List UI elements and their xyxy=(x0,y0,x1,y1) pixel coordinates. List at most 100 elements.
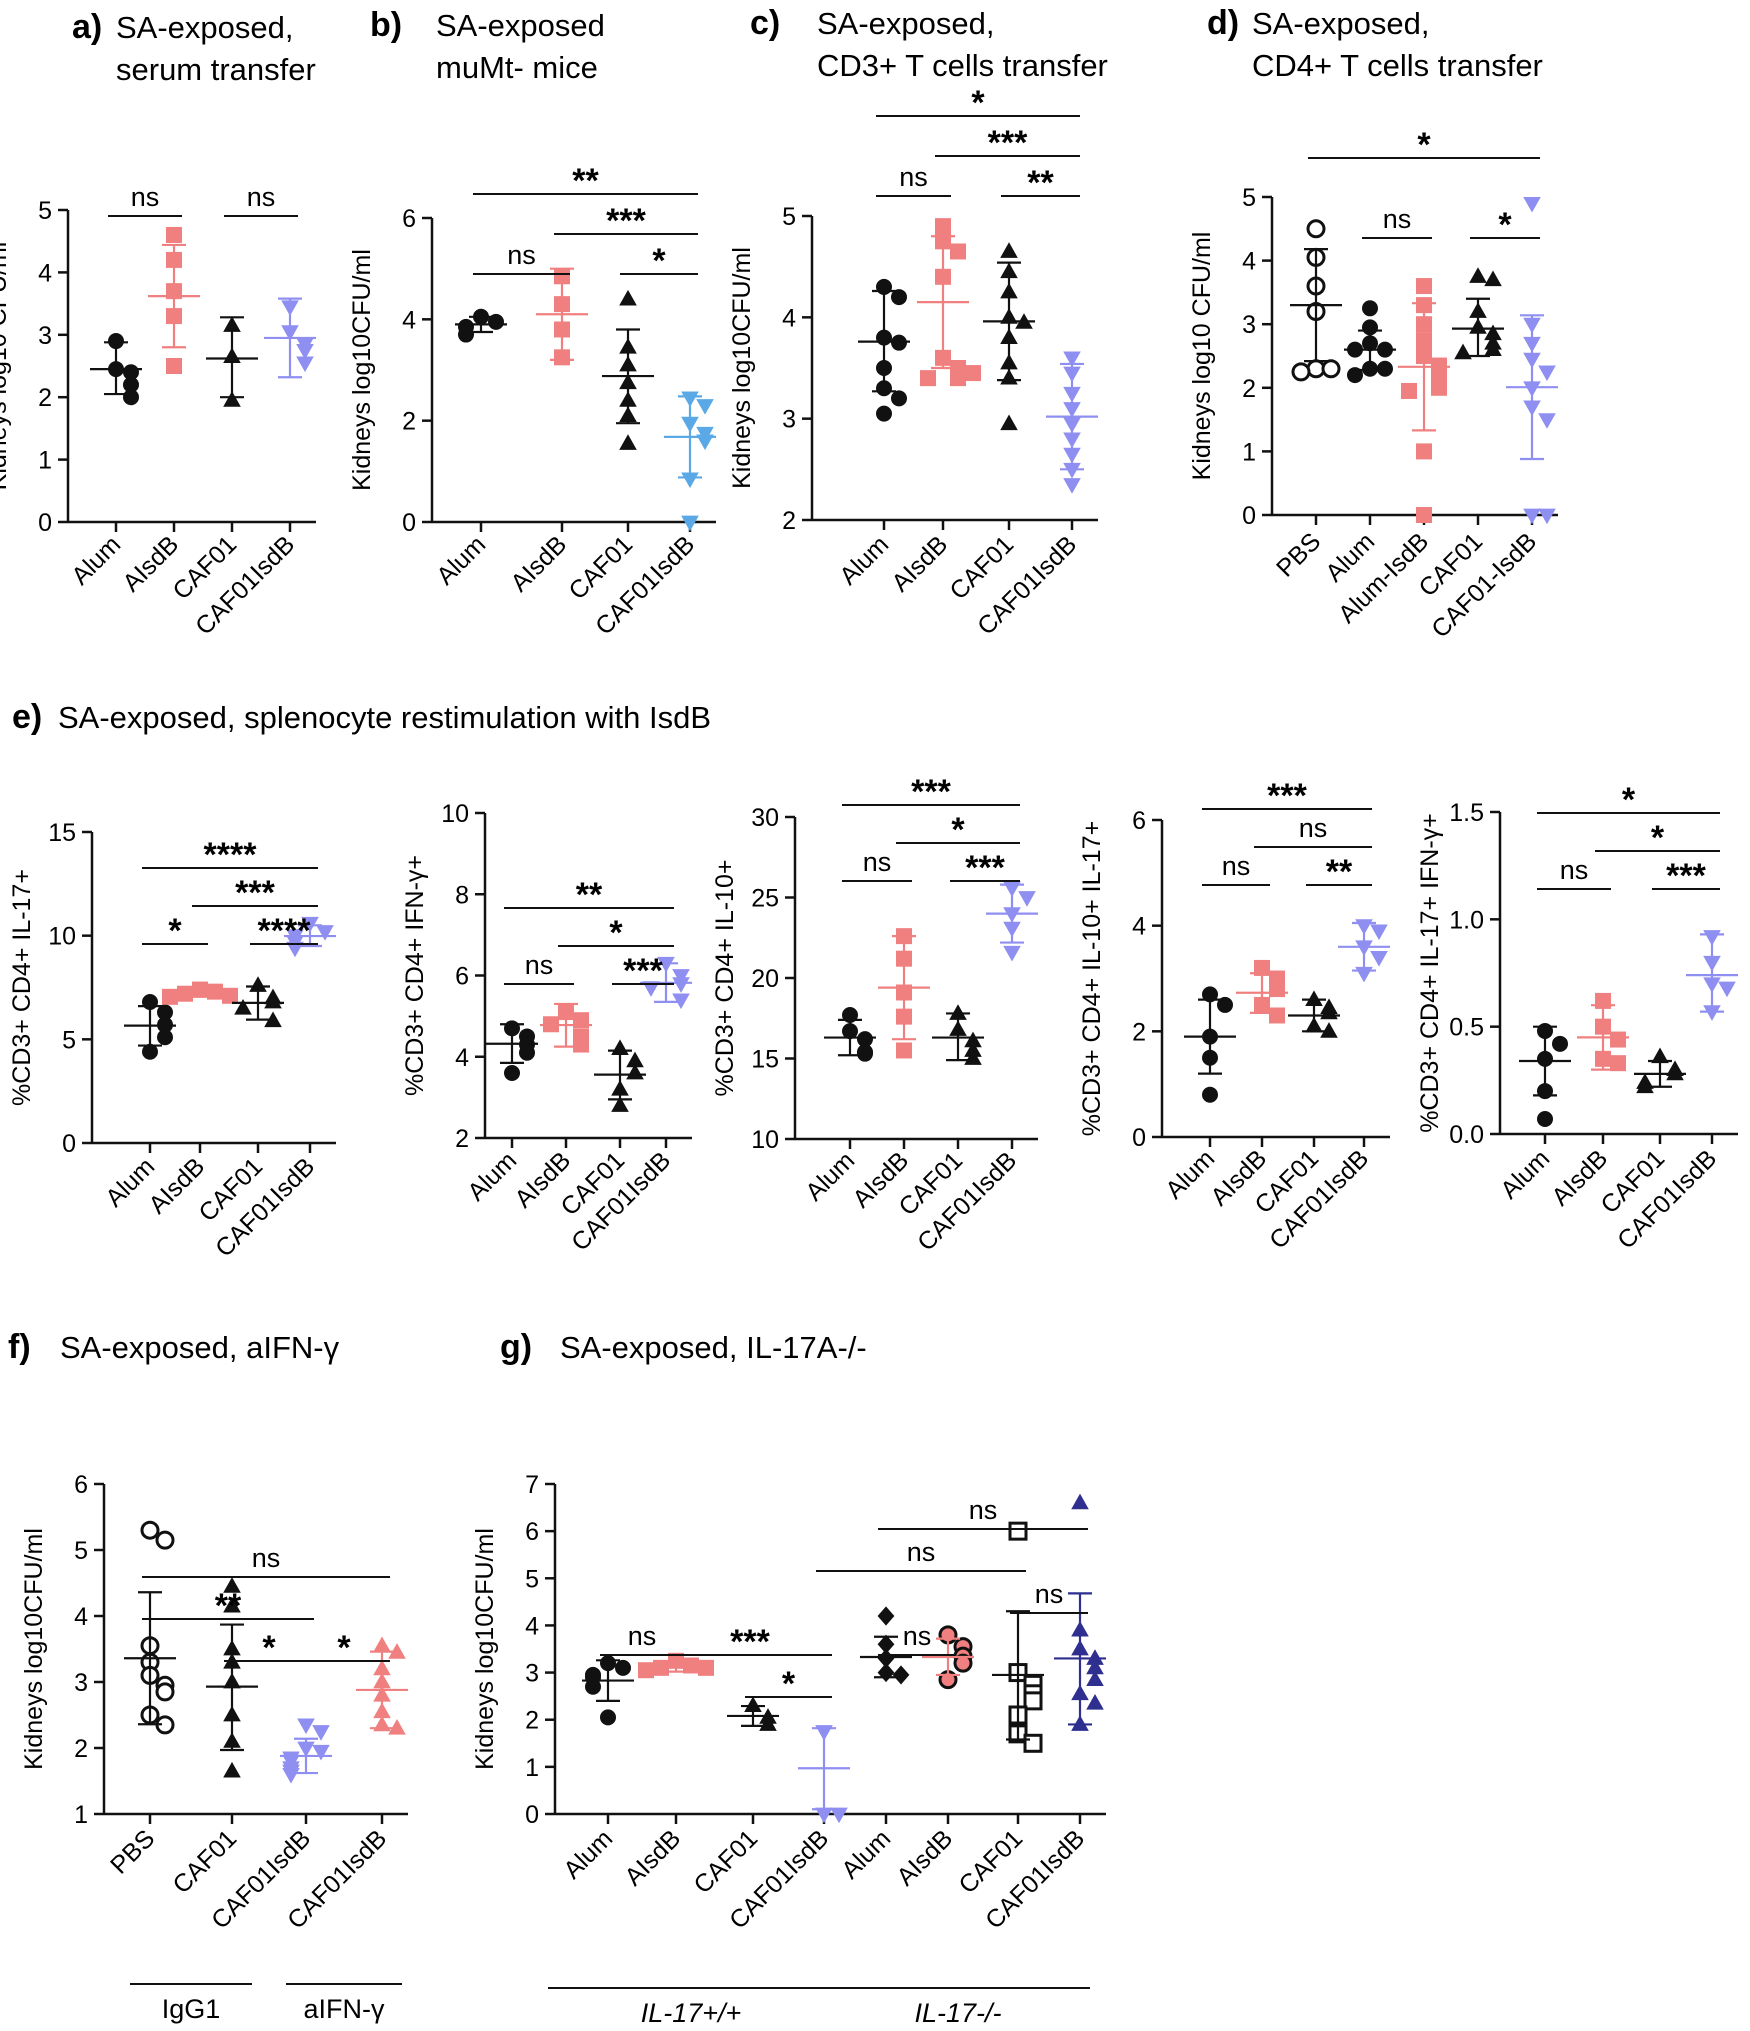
data-point xyxy=(1362,300,1378,317)
group-3 xyxy=(1686,930,1738,1021)
data-point xyxy=(950,243,966,260)
y-tick-label: 0.5 xyxy=(1449,1014,1484,1042)
data-point xyxy=(1484,340,1502,357)
data-point xyxy=(264,992,282,1009)
x-tick-label: Alum xyxy=(834,530,894,590)
group-3 xyxy=(664,391,716,532)
y-axis-label: Kidneys log10CFU/ml xyxy=(728,247,756,489)
significance-label: * xyxy=(337,1629,351,1667)
group-1 xyxy=(148,226,200,374)
y-tick-label: 15 xyxy=(751,1046,779,1074)
significance-label: * xyxy=(1498,206,1512,244)
y-tick-label: 8 xyxy=(455,881,469,909)
data-point xyxy=(696,399,714,415)
group-label: IL-17+/+ xyxy=(641,1998,742,2026)
y-tick-label: 25 xyxy=(751,885,779,913)
panel-a: a) SA-exposed, serum transfer 0 1 2 3 4 5 Kidneys… xyxy=(0,8,316,641)
group-0 xyxy=(582,1655,634,1726)
data-point xyxy=(619,289,637,306)
y-tick-label: 3 xyxy=(74,1669,88,1697)
significance-label: *** xyxy=(730,1623,770,1661)
significance-label: ns xyxy=(252,1543,281,1573)
group-1 xyxy=(540,1002,592,1053)
data-point xyxy=(949,1004,967,1020)
panel-title-c: SA-exposed, xyxy=(817,6,995,41)
data-point xyxy=(573,1036,589,1053)
y-tick-label: 0 xyxy=(38,509,52,537)
significance-label: *** xyxy=(988,124,1028,162)
data-point xyxy=(1000,242,1018,258)
data-point xyxy=(1254,959,1270,976)
significance-label: **** xyxy=(258,912,312,950)
data-point xyxy=(166,226,182,243)
data-point xyxy=(1666,1064,1684,1081)
data-point xyxy=(1431,357,1447,374)
y-axis-label: %CD3+ CD4+ IFN-γ+ xyxy=(401,855,429,1096)
significance-label: ns xyxy=(1222,851,1251,881)
data-point xyxy=(223,1596,241,1613)
group-2 xyxy=(232,976,284,1028)
data-point xyxy=(312,1725,330,1741)
data-point xyxy=(504,1065,520,1081)
data-point xyxy=(234,999,252,1015)
y-axis-label: %CD3+ CD4+ IL-10+ xyxy=(711,860,739,1097)
y-tick-label: 10 xyxy=(751,1126,779,1154)
significance-label: ns xyxy=(628,1621,657,1651)
group-3 xyxy=(1046,351,1098,494)
data-point xyxy=(1416,507,1432,523)
group-6 xyxy=(992,1521,1044,1753)
data-point xyxy=(1610,1055,1626,1072)
significance-label: * xyxy=(652,242,666,280)
y-tick-label: 1.5 xyxy=(1449,799,1484,827)
data-point xyxy=(1538,365,1556,382)
data-point xyxy=(388,1643,406,1659)
x-tick-label: PBS xyxy=(105,1824,160,1879)
data-point xyxy=(1008,1521,1028,1541)
data-point xyxy=(1538,413,1556,429)
significance-label: * xyxy=(609,914,623,952)
group-4 xyxy=(1506,196,1558,525)
x-tick-label: Alum xyxy=(1495,1144,1555,1204)
data-point xyxy=(155,1530,175,1550)
data-point xyxy=(140,1520,160,1540)
data-point xyxy=(162,988,178,1005)
data-point xyxy=(1537,1110,1553,1127)
y-tick-label: 10 xyxy=(441,800,469,828)
panel-c: c) SA-exposed, CD3+ T cells transfer 2 3 4 5 Ki… xyxy=(728,4,1108,641)
significance-label: * xyxy=(951,811,965,849)
data-point xyxy=(1018,891,1036,907)
data-point xyxy=(935,218,951,235)
data-point xyxy=(891,289,907,306)
data-point xyxy=(672,993,690,1010)
y-tick-label: 0 xyxy=(1242,502,1256,530)
data-point xyxy=(223,1577,241,1593)
data-point xyxy=(223,1761,241,1778)
y-axis-label: Kidneys log10CFU/ml xyxy=(20,1528,48,1770)
group-3 xyxy=(798,1725,850,1824)
data-point xyxy=(600,1709,616,1726)
significance-label: * xyxy=(262,1629,276,1667)
group-2 xyxy=(206,316,258,407)
group-3 xyxy=(1452,267,1504,360)
panel-title-d: SA-exposed, xyxy=(1252,6,1430,41)
data-point xyxy=(1484,324,1502,341)
y-tick-label: 5 xyxy=(74,1537,88,1565)
x-tick-label: AIsdB xyxy=(505,530,572,597)
panel-title-b: muMt- mice xyxy=(436,50,598,85)
panel-title-f: SA-exposed, aIFN-γ xyxy=(60,1330,340,1365)
panel-letter-a: a) xyxy=(72,8,102,46)
data-point xyxy=(1086,1649,1104,1665)
group-0 xyxy=(824,1007,876,1062)
group-1 xyxy=(206,1577,258,1778)
group-4 xyxy=(860,1606,912,1685)
data-point xyxy=(1320,1022,1338,1038)
panel-letter-g: g) xyxy=(500,1328,532,1366)
data-point xyxy=(672,977,690,993)
data-point xyxy=(296,356,314,373)
data-point xyxy=(373,1636,391,1653)
data-point xyxy=(891,390,907,407)
significance-label: ns xyxy=(1035,1579,1064,1609)
significance-label: ns xyxy=(903,1621,932,1651)
